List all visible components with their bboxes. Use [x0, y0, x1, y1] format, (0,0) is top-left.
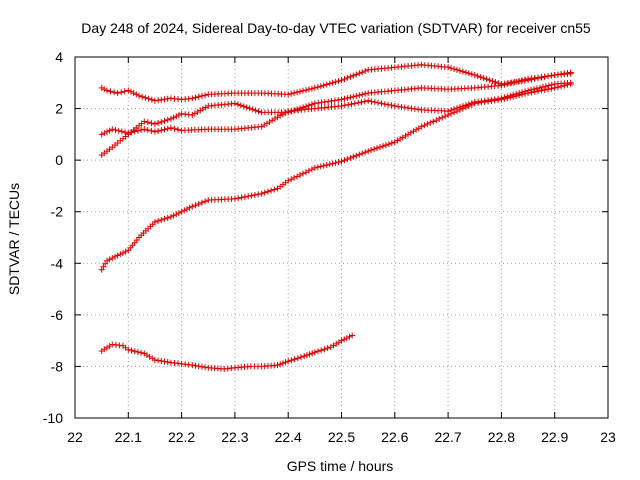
data-series	[98, 61, 574, 372]
x-tick-label: 22	[67, 429, 83, 445]
x-tick-label: 22.6	[381, 429, 408, 445]
y-tick-label: 4	[55, 49, 63, 65]
x-axis: 22 22.1 22.2 22.3 22.4 22.5 22.6 22.7 22.8 22.9 23	[67, 57, 616, 445]
series-sat-b	[98, 79, 574, 138]
x-tick-label: 22.2	[168, 429, 195, 445]
grid	[75, 57, 608, 418]
y-tick-label: -6	[51, 307, 64, 323]
y-tick-label: 0	[55, 152, 63, 168]
series-markers	[98, 81, 574, 273]
series-markers	[98, 69, 574, 158]
y-tick-label: -2	[51, 204, 64, 220]
y-tick-label: -8	[51, 358, 64, 374]
series-sat-c	[98, 69, 574, 158]
x-tick-label: 22.9	[541, 429, 568, 445]
series-sat-d	[98, 81, 574, 273]
x-axis-label: GPS time / hours	[287, 458, 394, 474]
y-axis-label: SDTVAR / TECUs	[6, 183, 22, 295]
x-tick-label: 22.4	[275, 429, 302, 445]
x-tick-label: 22.7	[434, 429, 461, 445]
y-tick-label: 2	[55, 101, 63, 117]
series-sat-e	[98, 332, 356, 372]
x-tick-label: 23	[600, 429, 616, 445]
x-tick-label: 22.5	[328, 429, 355, 445]
series-markers	[98, 79, 574, 138]
y-axis: -10 -8 -6 -4 -2 0 2 4	[43, 49, 608, 426]
x-tick-label: 22.1	[115, 429, 142, 445]
x-tick-label: 22.3	[221, 429, 248, 445]
series-markers	[98, 332, 356, 372]
x-tick-label: 22.8	[488, 429, 515, 445]
chart-title: Day 248 of 2024, Sidereal Day-to-day VTE…	[81, 20, 591, 36]
y-tick-label: -4	[51, 255, 64, 271]
y-tick-label: -10	[43, 410, 63, 426]
